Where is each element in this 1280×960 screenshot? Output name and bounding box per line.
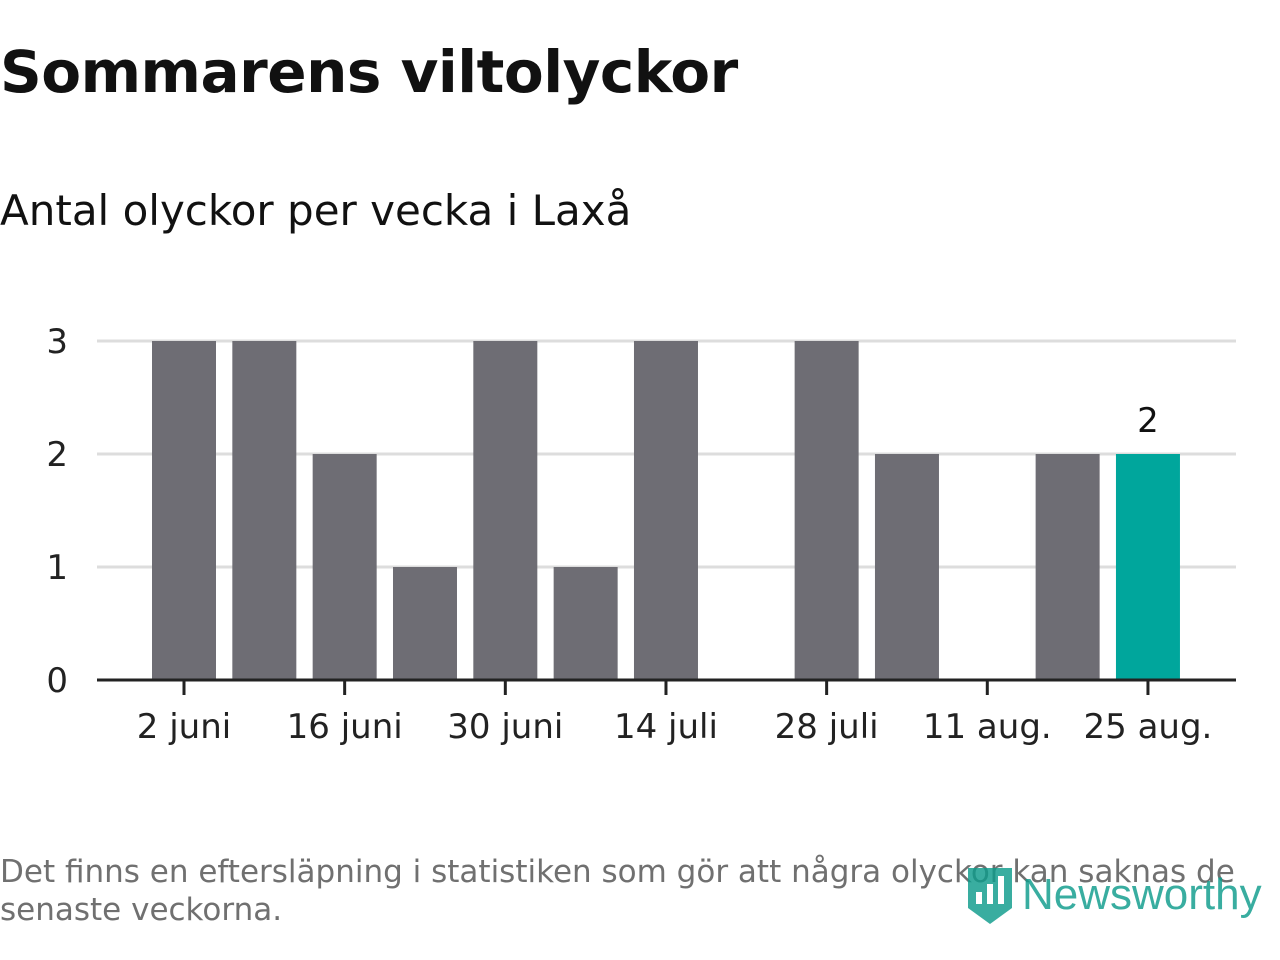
x-tick-label: 11 aug. xyxy=(923,707,1052,747)
bars xyxy=(152,341,1180,680)
bar-28-juli xyxy=(794,341,859,680)
footnote: Det finns en eftersläpning i statistiken… xyxy=(0,854,1235,928)
bar-chart: 0 1 2 3 2 juni 16 juni 30 juni 14 juli 28 juli 1… xyxy=(46,322,1236,747)
bar-2-juni xyxy=(152,341,216,680)
chart-subtitle: Antal olyckor per vecka i Laxå xyxy=(0,186,632,235)
y-tick-label: 2 xyxy=(46,435,68,475)
x-axis-ticks: 2 juni 16 juni 30 juni 14 juli 28 juli 11 aug… xyxy=(137,680,1213,747)
y-axis-ticks: 0 1 2 3 xyxy=(46,322,68,701)
x-tick-label: 14 juli xyxy=(614,707,718,747)
bar-25-aug xyxy=(1115,454,1180,680)
x-tick-label: 25 aug. xyxy=(1084,707,1213,747)
y-tick-label: 1 xyxy=(46,548,68,588)
bar-7-juli xyxy=(553,567,618,680)
newsworthy-logo-icon xyxy=(968,868,1012,924)
bar-4-aug xyxy=(874,454,939,680)
data-labels: 2 xyxy=(1137,401,1159,441)
newsworthy-logo: Newsworthy xyxy=(964,862,1262,928)
bar-18-aug xyxy=(1035,454,1100,680)
x-tick-label: 2 juni xyxy=(137,707,231,747)
bar-30-juni xyxy=(473,341,538,680)
brand-name: Newsworthy xyxy=(1022,870,1262,919)
bar-9-juni xyxy=(232,341,297,680)
x-tick-label: 30 juni xyxy=(447,707,563,747)
x-tick-label: 16 juni xyxy=(287,707,403,747)
x-tick-label: 28 juli xyxy=(775,707,879,747)
chart-title: Sommarens viltolyckor xyxy=(0,38,738,106)
bar-23-juni xyxy=(392,567,457,680)
bar-14-juli xyxy=(633,341,698,680)
y-tick-label: 3 xyxy=(46,322,68,362)
data-label: 2 xyxy=(1137,401,1159,441)
y-tick-label: 0 xyxy=(46,661,68,701)
bar-16-juni xyxy=(312,454,377,680)
